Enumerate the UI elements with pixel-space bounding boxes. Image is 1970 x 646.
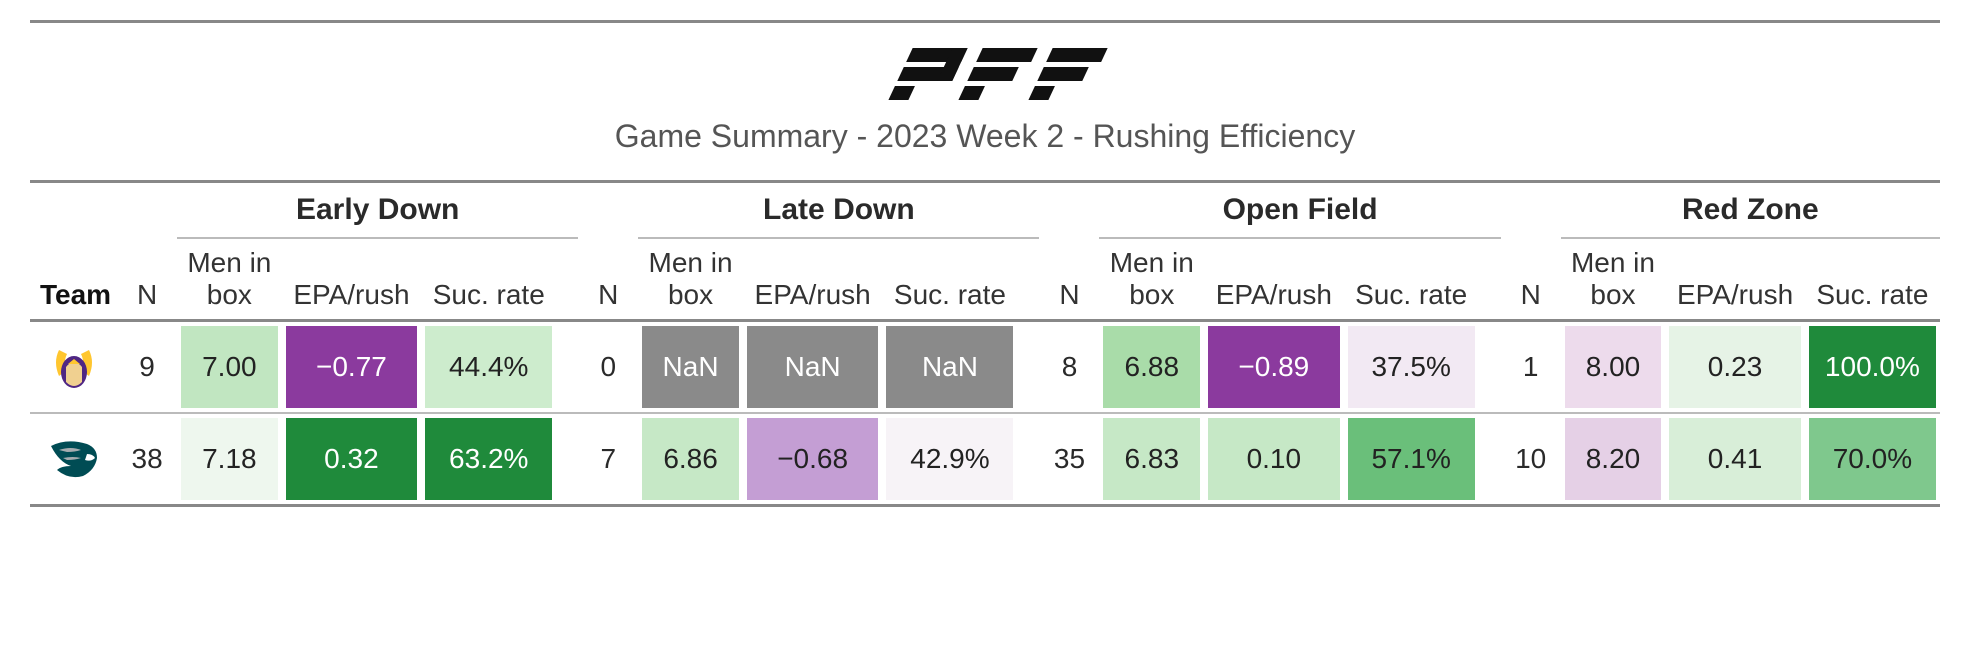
- eagles-red-epa: 0.41: [1665, 413, 1805, 506]
- gap: [1479, 238, 1501, 321]
- group-late: Late Down: [638, 182, 1039, 239]
- vikings-late-n: 0: [578, 321, 638, 414]
- col-suc: Suc. rate: [1805, 238, 1940, 321]
- table-row-eagles: 38 7.18 0.32 63.2% 7 6.86 −0.68 42.9% 35…: [30, 413, 1940, 506]
- group-red: Red Zone: [1561, 182, 1940, 239]
- group-open: Open Field: [1099, 182, 1500, 239]
- eagles-late-n: 7: [578, 413, 638, 506]
- col-mib-line1: Men in: [187, 247, 271, 278]
- eagles-early-suc: 63.2%: [421, 413, 556, 506]
- col-epa: EPA/rush: [1204, 238, 1344, 321]
- gap: [556, 413, 578, 506]
- eagles-red-suc: 70.0%: [1805, 413, 1940, 506]
- eagles-logo-icon: [47, 436, 101, 482]
- col-epa: EPA/rush: [282, 238, 422, 321]
- eagles-red-n: 10: [1501, 413, 1561, 506]
- vikings-early-mib: 7.00: [177, 321, 282, 414]
- gap: [1017, 321, 1039, 414]
- col-epa: EPA/rush: [743, 238, 883, 321]
- eagles-early-n: 38: [117, 413, 177, 506]
- pff-logo-icon: [855, 43, 1115, 103]
- blank-header: [30, 182, 177, 239]
- eagles-open-mib: 6.83: [1099, 413, 1204, 506]
- col-n: N: [578, 238, 638, 321]
- eagles-early-epa: 0.32: [282, 413, 422, 506]
- eagles-open-n: 35: [1039, 413, 1099, 506]
- vikings-logo-icon: [49, 342, 99, 392]
- eagles-early-mib: 7.18: [177, 413, 282, 506]
- col-mib: Men inbox: [1099, 238, 1204, 321]
- col-mib: Men inbox: [1561, 238, 1666, 321]
- gap: [556, 238, 578, 321]
- eagles-open-epa: 0.10: [1204, 413, 1344, 506]
- vikings-red-n: 1: [1501, 321, 1561, 414]
- column-header-row: Team N Men inbox EPA/rush Suc. rate N Me…: [30, 238, 1940, 321]
- vikings-early-epa: −0.77: [282, 321, 422, 414]
- vikings-late-epa: NaN: [743, 321, 883, 414]
- vikings-red-mib: 8.00: [1561, 321, 1666, 414]
- vikings-early-suc: 44.4%: [421, 321, 556, 414]
- col-n: N: [1501, 238, 1561, 321]
- col-n: N: [117, 238, 177, 321]
- col-mib-line1: Men in: [1571, 247, 1655, 278]
- vikings-red-suc: 100.0%: [1805, 321, 1940, 414]
- eagles-late-epa: −0.68: [743, 413, 883, 506]
- vikings-open-suc: 37.5%: [1344, 321, 1479, 414]
- vikings-open-epa: −0.89: [1204, 321, 1344, 414]
- logo-row: [30, 43, 1940, 103]
- col-mib-line2: box: [1129, 279, 1174, 310]
- eagles-late-suc: 42.9%: [882, 413, 1017, 506]
- group-early: Early Down: [177, 182, 578, 239]
- gap: [1479, 321, 1501, 414]
- vikings-open-mib: 6.88: [1099, 321, 1204, 414]
- group-header-row: Early Down Late Down Open Field Red Zone: [30, 182, 1940, 239]
- vikings-logo-cell: [30, 321, 117, 414]
- gap: [556, 321, 578, 414]
- eagles-red-mib: 8.20: [1561, 413, 1666, 506]
- eagles-open-suc: 57.1%: [1344, 413, 1479, 506]
- gap: [1479, 413, 1501, 506]
- col-epa: EPA/rush: [1665, 238, 1805, 321]
- gap: [1017, 238, 1039, 321]
- col-mib-line2: box: [668, 279, 713, 310]
- col-mib-line2: box: [1590, 279, 1635, 310]
- top-rule: [30, 20, 1940, 23]
- gap: [1501, 182, 1561, 239]
- vikings-open-n: 8: [1039, 321, 1099, 414]
- vikings-late-mib: NaN: [638, 321, 743, 414]
- eagles-logo-cell: [30, 413, 117, 506]
- eagles-late-mib: 6.86: [638, 413, 743, 506]
- team-header: Team: [30, 238, 117, 321]
- col-mib-line1: Men in: [649, 247, 733, 278]
- gap: [1039, 182, 1099, 239]
- col-suc: Suc. rate: [882, 238, 1017, 321]
- data-table: Early Down Late Down Open Field Red Zone…: [30, 180, 1940, 507]
- col-suc: Suc. rate: [421, 238, 556, 321]
- vikings-red-epa: 0.23: [1665, 321, 1805, 414]
- col-suc: Suc. rate: [1344, 238, 1479, 321]
- col-mib-line1: Men in: [1110, 247, 1194, 278]
- vikings-early-n: 9: [117, 321, 177, 414]
- subtitle-text: Game Summary - 2023 Week 2 - Rushing Eff…: [30, 118, 1940, 155]
- col-mib: Men inbox: [177, 238, 282, 321]
- col-mib-line2: box: [207, 279, 252, 310]
- table-row-vikings: 9 7.00 −0.77 44.4% 0 NaN NaN NaN 8 6.88 …: [30, 321, 1940, 414]
- gap: [578, 182, 638, 239]
- page-container: Game Summary - 2023 Week 2 - Rushing Eff…: [0, 0, 1970, 547]
- vikings-late-suc: NaN: [882, 321, 1017, 414]
- gap: [1017, 413, 1039, 506]
- col-mib: Men inbox: [638, 238, 743, 321]
- col-n: N: [1039, 238, 1099, 321]
